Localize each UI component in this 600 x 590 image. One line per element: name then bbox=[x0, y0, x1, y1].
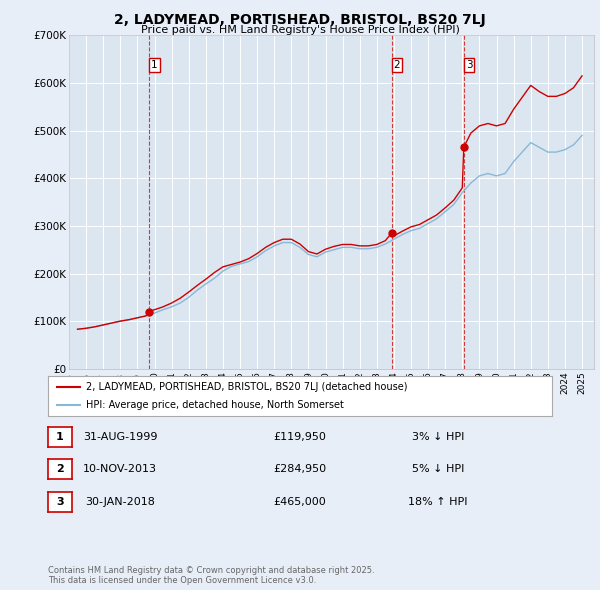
Text: 30-JAN-2018: 30-JAN-2018 bbox=[85, 497, 155, 507]
Text: 1: 1 bbox=[151, 60, 157, 70]
Text: HPI: Average price, detached house, North Somerset: HPI: Average price, detached house, Nort… bbox=[86, 400, 344, 410]
Text: 10-NOV-2013: 10-NOV-2013 bbox=[83, 464, 157, 474]
Text: Price paid vs. HM Land Registry's House Price Index (HPI): Price paid vs. HM Land Registry's House … bbox=[140, 25, 460, 35]
Text: 3: 3 bbox=[466, 60, 472, 70]
Text: 2, LADYMEAD, PORTISHEAD, BRISTOL, BS20 7LJ: 2, LADYMEAD, PORTISHEAD, BRISTOL, BS20 7… bbox=[114, 13, 486, 27]
Text: 2, LADYMEAD, PORTISHEAD, BRISTOL, BS20 7LJ (detached house): 2, LADYMEAD, PORTISHEAD, BRISTOL, BS20 7… bbox=[86, 382, 407, 392]
Text: 2: 2 bbox=[394, 60, 400, 70]
Text: 3% ↓ HPI: 3% ↓ HPI bbox=[412, 432, 464, 442]
Text: Contains HM Land Registry data © Crown copyright and database right 2025.
This d: Contains HM Land Registry data © Crown c… bbox=[48, 566, 374, 585]
Text: £119,950: £119,950 bbox=[274, 432, 326, 442]
Text: 2: 2 bbox=[56, 464, 64, 474]
Text: £465,000: £465,000 bbox=[274, 497, 326, 507]
Text: 1: 1 bbox=[56, 432, 64, 442]
Text: £284,950: £284,950 bbox=[274, 464, 326, 474]
Text: 3: 3 bbox=[56, 497, 64, 507]
Text: 18% ↑ HPI: 18% ↑ HPI bbox=[408, 497, 468, 507]
Text: 5% ↓ HPI: 5% ↓ HPI bbox=[412, 464, 464, 474]
Text: 31-AUG-1999: 31-AUG-1999 bbox=[83, 432, 157, 442]
